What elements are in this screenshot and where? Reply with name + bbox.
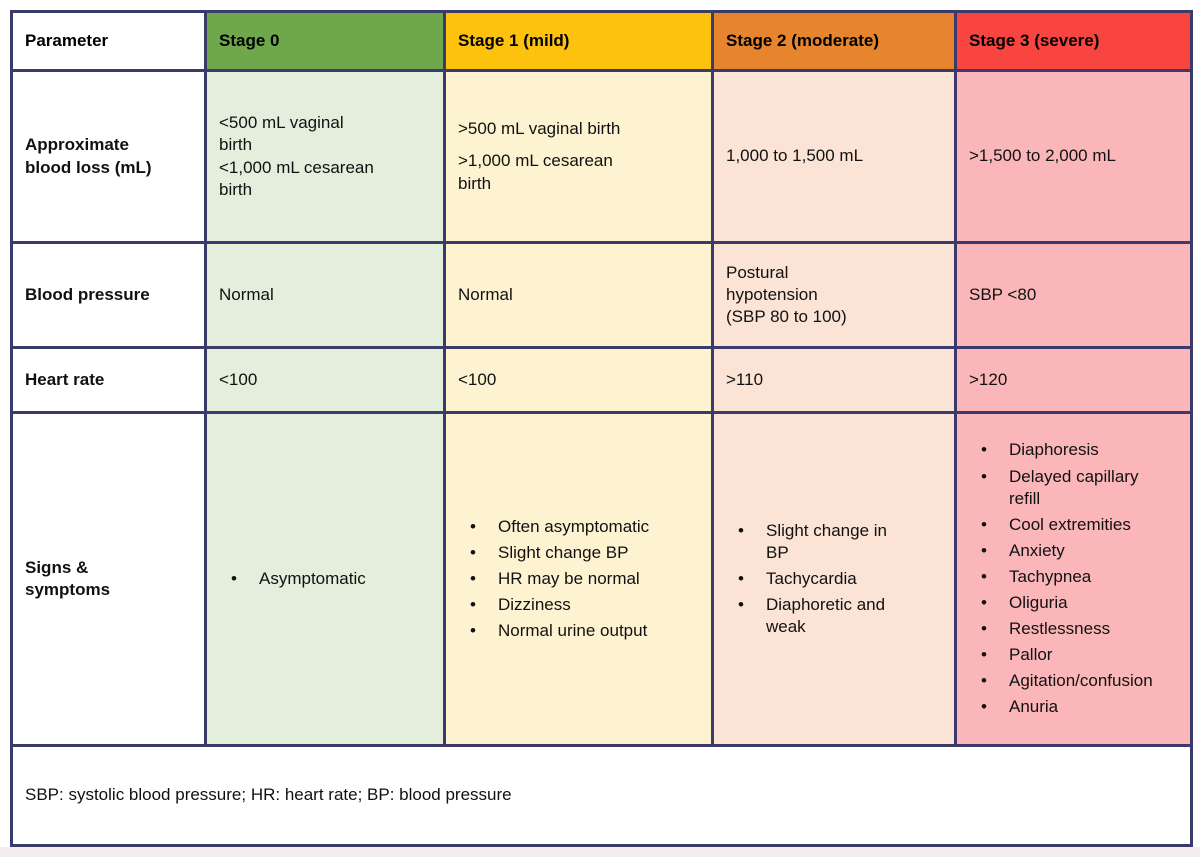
signs-stage-0-list: Asymptomatic — [219, 568, 431, 590]
list-item: Oliguria — [969, 592, 1178, 614]
list-item: Tachycardia — [726, 568, 942, 590]
list-item: Agitation/confusion — [969, 670, 1178, 692]
list-item: Pallor — [969, 644, 1178, 666]
pph-stages-table: Parameter Stage 0 Stage 1 (mild) Stage 2… — [10, 10, 1193, 847]
header-stage-2: Stage 2 (moderate) — [711, 10, 957, 72]
cell-signs-stage-1: Often asymptomatic Slight change BP HR may… — [443, 411, 714, 747]
row-heart-rate: Heart rate <100 <100 >110 >120 — [10, 346, 1193, 414]
blood-loss-stage-0-text: <500 mL vaginal birth <1,000 mL cesarean… — [219, 113, 374, 199]
cell-blood-loss-stage-2: 1,000 to 1,500 mL — [711, 69, 957, 244]
label-blood-pressure: Blood pressure — [10, 241, 207, 349]
row-signs-symptoms: Signs & symptoms Asymptomatic Often asym… — [10, 411, 1193, 747]
list-item: Often asymptomatic — [458, 516, 699, 538]
row-blood-loss: Approximate blood loss (mL) <500 mL vagi… — [10, 69, 1193, 244]
cell-blood-loss-stage-1: >500 mL vaginal birth >1,000 mL cesarean… — [443, 69, 714, 244]
blood-loss-stage-1-cesarean: >1,000 mL cesarean birth — [458, 151, 613, 193]
bottom-strip — [0, 847, 1200, 857]
cell-heart-rate-stage-0: <100 — [204, 346, 446, 414]
blood-pressure-stage-0-text: Normal — [219, 284, 274, 304]
signs-stage-3-list: Diaphoresis Delayed capillary refill Cool … — [969, 439, 1178, 718]
blood-loss-stage-3-text: >1,500 to 2,000 mL — [969, 146, 1116, 166]
cell-blood-pressure-stage-3: SBP <80 — [954, 241, 1193, 349]
list-item: Delayed capillary refill — [969, 466, 1178, 510]
heart-rate-stage-1-text: <100 — [458, 369, 497, 389]
footnote-cell: SBP: systolic blood pressure; HR: heart … — [10, 744, 1193, 847]
row-blood-pressure: Blood pressure Normal Normal Postural hy… — [10, 241, 1193, 349]
heart-rate-stage-2-text: >110 — [726, 369, 764, 389]
label-signs-symptoms: Signs & symptoms — [10, 411, 207, 747]
list-item: Restlessness — [969, 618, 1178, 640]
row-footnote: SBP: systolic blood pressure; HR: heart … — [10, 744, 1193, 847]
list-item: Tachypnea — [969, 566, 1178, 588]
list-item: Slight change in BP — [726, 520, 942, 564]
blood-pressure-stage-2-text: Postural hypotension (SBP 80 to 100) — [726, 262, 847, 327]
footnote-text: SBP: systolic blood pressure; HR: heart … — [25, 785, 512, 805]
cell-heart-rate-stage-3: >120 — [954, 346, 1193, 414]
list-item: HR may be normal — [458, 568, 699, 590]
cell-heart-rate-stage-1: <100 — [443, 346, 714, 414]
cell-blood-pressure-stage-1: Normal — [443, 241, 714, 349]
header-parameter: Parameter — [10, 10, 207, 72]
label-heart-rate: Heart rate — [10, 346, 207, 414]
header-stage-3: Stage 3 (severe) — [954, 10, 1193, 72]
label-blood-loss: Approximate blood loss (mL) — [10, 69, 207, 244]
list-item: Cool extremities — [969, 514, 1178, 536]
list-item: Diaphoretic and weak — [726, 594, 942, 638]
list-item: Asymptomatic — [219, 568, 431, 590]
header-row: Parameter Stage 0 Stage 1 (mild) Stage 2… — [10, 10, 1193, 72]
blood-pressure-stage-3-text: SBP <80 — [969, 284, 1037, 304]
cell-signs-stage-0: Asymptomatic — [204, 411, 446, 747]
header-stage-1: Stage 1 (mild) — [443, 10, 714, 72]
blood-loss-stage-2-text: 1,000 to 1,500 mL — [726, 146, 864, 166]
heart-rate-stage-0-text: <100 — [219, 369, 258, 389]
list-item: Normal urine output — [458, 620, 699, 642]
signs-stage-2-list: Slight change in BP Tachycardia Diaphoreti… — [726, 520, 942, 638]
list-item: Diaphoresis — [969, 439, 1178, 461]
list-item: Dizziness — [458, 594, 699, 616]
blood-pressure-stage-1-text: Normal — [458, 284, 513, 304]
cell-signs-stage-2: Slight change in BP Tachycardia Diaphoreti… — [711, 411, 957, 747]
header-stage-0: Stage 0 — [204, 10, 446, 72]
blood-loss-stage-1-vaginal: >500 mL vaginal birth — [458, 119, 621, 139]
cell-signs-stage-3: Diaphoresis Delayed capillary refill Cool … — [954, 411, 1193, 747]
cell-heart-rate-stage-2: >110 — [711, 346, 957, 414]
cell-blood-pressure-stage-2: Postural hypotension (SBP 80 to 100) — [711, 241, 957, 349]
list-item: Anuria — [969, 696, 1178, 718]
heart-rate-stage-3-text: >120 — [969, 369, 1008, 389]
cell-blood-loss-stage-0: <500 mL vaginal birth <1,000 mL cesarean… — [204, 69, 446, 244]
cell-blood-pressure-stage-0: Normal — [204, 241, 446, 349]
list-item: Anxiety — [969, 540, 1178, 562]
list-item: Slight change BP — [458, 542, 699, 564]
signs-stage-1-list: Often asymptomatic Slight change BP HR may… — [458, 516, 699, 643]
cell-blood-loss-stage-3: >1,500 to 2,000 mL — [954, 69, 1193, 244]
